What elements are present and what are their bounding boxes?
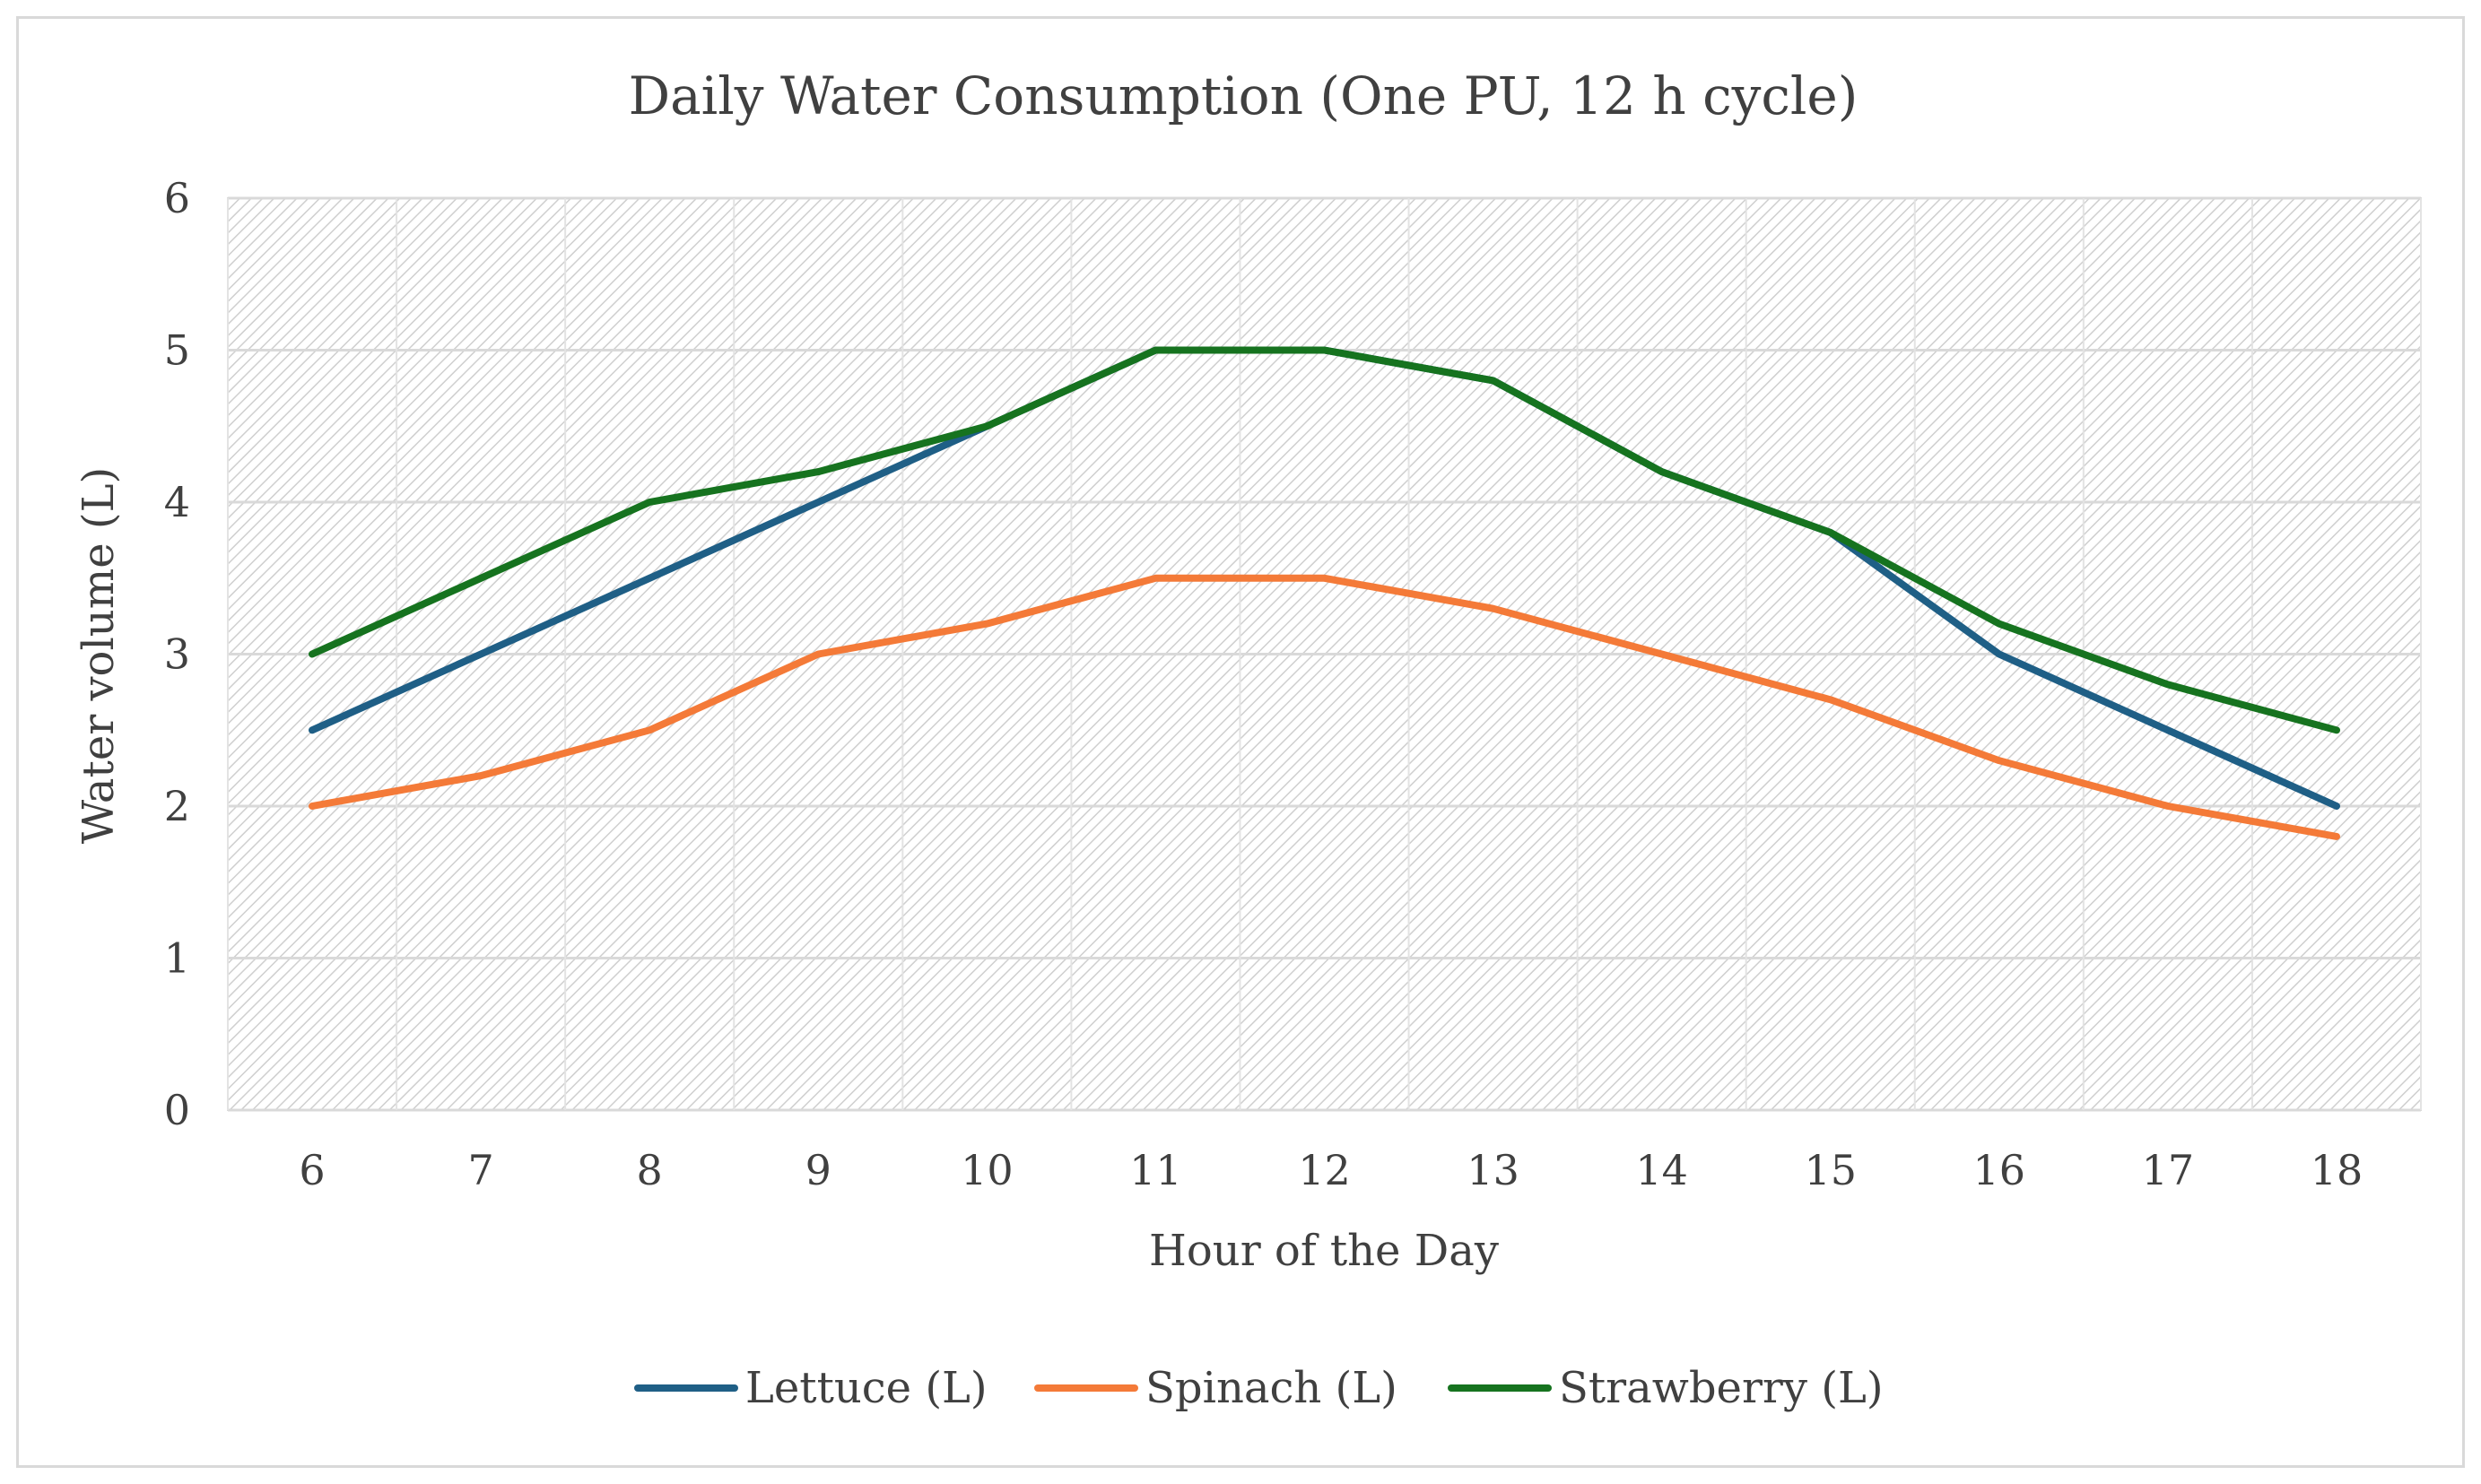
x-tick-label: 12 xyxy=(1298,1146,1351,1194)
line-chart: Daily Water Consumption (One PU, 12 h cy… xyxy=(74,65,2422,1413)
x-tick-label: 10 xyxy=(961,1146,1014,1194)
x-tick-label: 8 xyxy=(637,1146,663,1194)
legend: Lettuce (L) Spinach (L) Strawberry (L) xyxy=(634,1363,1884,1413)
x-tick-label: 11 xyxy=(1129,1146,1182,1194)
x-tick-label: 13 xyxy=(1467,1146,1519,1194)
chart-title: Daily Water Consumption (One PU, 12 h cy… xyxy=(629,65,1859,126)
x-tick-label: 7 xyxy=(467,1146,493,1194)
y-tick-label: 4 xyxy=(164,478,190,526)
y-tick-label: 0 xyxy=(164,1086,190,1134)
y-axis-title: Water volume (L) xyxy=(74,467,124,844)
x-tick-label: 18 xyxy=(2311,1146,2363,1194)
x-tick-label: 9 xyxy=(805,1146,831,1194)
legend-label: Strawberry (L) xyxy=(1559,1363,1884,1413)
y-tick-label: 1 xyxy=(164,934,190,983)
series-line-spinach-l xyxy=(309,574,2340,840)
x-tick-label: 14 xyxy=(1635,1146,1688,1194)
x-tick-label: 15 xyxy=(1804,1146,1857,1194)
x-tick-label: 17 xyxy=(2142,1146,2195,1194)
y-tick-label: 2 xyxy=(164,782,190,830)
y-tick-label: 5 xyxy=(164,326,190,375)
x-axis-title: Hour of the Day xyxy=(1149,1226,1499,1276)
x-tick-label: 16 xyxy=(1973,1146,2026,1194)
legend-label: Spinach (L) xyxy=(1145,1363,1397,1413)
y-tick-label: 3 xyxy=(164,630,190,679)
series-line-strawberry-l xyxy=(309,346,2340,734)
x-tick-label: 6 xyxy=(299,1146,325,1194)
legend-label: Lettuce (L) xyxy=(745,1363,988,1413)
chart-frame: Daily Water Consumption (One PU, 12 h cy… xyxy=(16,16,2465,1468)
series-lines xyxy=(309,346,2340,840)
y-tick-label: 6 xyxy=(164,174,190,222)
